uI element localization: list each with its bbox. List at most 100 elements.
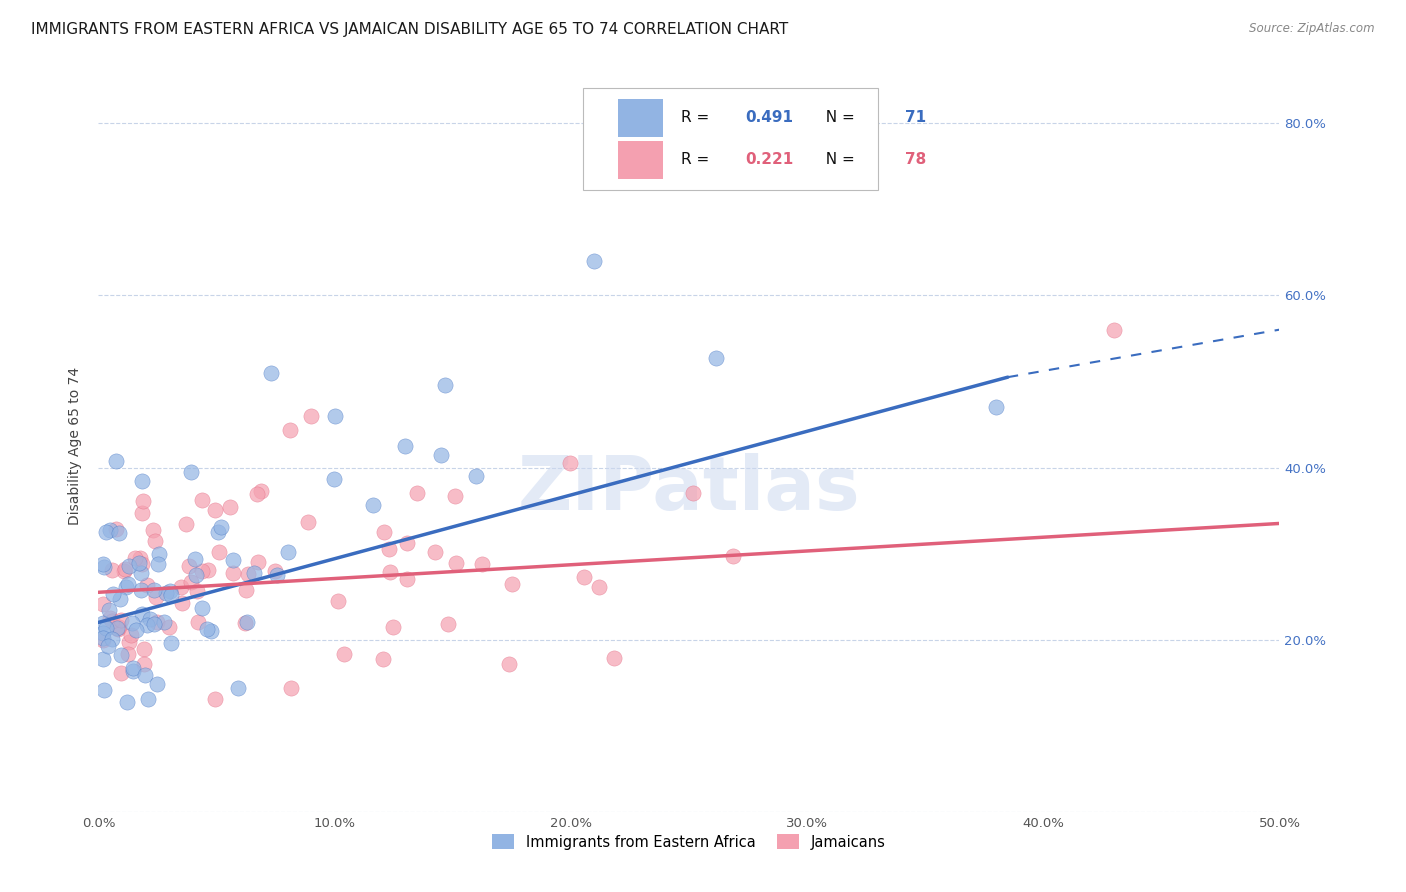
Point xyxy=(682,486,704,500)
Point xyxy=(131,506,153,520)
Point xyxy=(170,596,193,610)
Point xyxy=(143,534,166,549)
Point xyxy=(148,547,170,561)
Point xyxy=(108,591,131,606)
Point xyxy=(131,607,153,621)
Point xyxy=(134,667,156,681)
Point xyxy=(207,525,229,540)
Point xyxy=(180,465,202,479)
Point xyxy=(98,611,121,625)
Point xyxy=(238,567,260,582)
Point xyxy=(226,681,249,695)
Point xyxy=(129,566,152,581)
Point xyxy=(97,639,120,653)
Point xyxy=(91,597,114,611)
Point xyxy=(191,564,214,578)
Point xyxy=(333,647,356,661)
FancyBboxPatch shape xyxy=(619,141,664,178)
Point xyxy=(132,642,155,657)
Point xyxy=(588,580,610,594)
Point xyxy=(100,563,122,577)
Text: IMMIGRANTS FROM EASTERN AFRICA VS JAMAICAN DISABILITY AGE 65 TO 74 CORRELATION C: IMMIGRANTS FROM EASTERN AFRICA VS JAMAIC… xyxy=(31,22,789,37)
Text: N =: N = xyxy=(817,153,860,167)
Point xyxy=(91,557,114,571)
Text: N =: N = xyxy=(817,111,860,126)
Point xyxy=(204,691,226,706)
Point xyxy=(107,622,129,636)
Point xyxy=(136,578,159,592)
Point xyxy=(131,557,153,571)
Point xyxy=(136,617,159,632)
Point xyxy=(105,621,128,635)
Point xyxy=(200,624,222,638)
Point xyxy=(160,635,183,649)
Point xyxy=(406,486,429,500)
Point xyxy=(498,657,520,671)
Point xyxy=(153,615,176,629)
Y-axis label: Disability Age 65 to 74: Disability Age 65 to 74 xyxy=(69,367,83,525)
Point xyxy=(170,580,193,594)
Text: 0.491: 0.491 xyxy=(745,111,793,126)
Point xyxy=(380,565,402,579)
Point xyxy=(197,563,219,577)
Text: 0.221: 0.221 xyxy=(745,153,794,167)
Point xyxy=(108,526,131,541)
Point xyxy=(180,575,202,590)
Point xyxy=(371,652,394,666)
Point xyxy=(124,551,146,566)
Point xyxy=(603,651,626,665)
Point xyxy=(98,603,121,617)
Point xyxy=(222,553,245,567)
Point xyxy=(381,619,404,633)
Point xyxy=(233,615,256,630)
Point xyxy=(1102,323,1125,337)
Point xyxy=(209,519,232,533)
Point xyxy=(159,584,181,599)
Point xyxy=(297,515,319,529)
Point xyxy=(118,634,141,648)
Point xyxy=(246,487,269,501)
Point xyxy=(235,582,257,597)
Point xyxy=(121,616,143,631)
Point xyxy=(122,664,145,678)
Point xyxy=(108,620,131,634)
Point xyxy=(145,591,167,605)
Point xyxy=(155,586,177,600)
Point xyxy=(430,448,453,462)
Point xyxy=(195,622,218,636)
Point xyxy=(132,657,155,671)
Point xyxy=(328,594,350,608)
Point xyxy=(177,559,200,574)
Point xyxy=(444,557,467,571)
Point xyxy=(91,626,114,640)
Point xyxy=(218,500,240,515)
Point xyxy=(299,409,322,423)
Text: Source: ZipAtlas.com: Source: ZipAtlas.com xyxy=(1250,22,1375,36)
Point xyxy=(101,587,124,601)
Point xyxy=(146,558,169,572)
Point xyxy=(465,469,488,483)
Point xyxy=(204,502,226,516)
Point xyxy=(191,601,214,615)
Point xyxy=(145,677,167,691)
Point xyxy=(91,651,114,665)
Point xyxy=(434,378,457,392)
Text: 71: 71 xyxy=(905,111,927,126)
Text: ZIPatlas: ZIPatlas xyxy=(517,453,860,526)
Point xyxy=(91,632,114,646)
Point xyxy=(93,559,115,574)
Point xyxy=(323,472,346,486)
Point xyxy=(323,409,346,423)
Point xyxy=(572,569,595,583)
Point xyxy=(143,616,166,631)
Point xyxy=(280,681,302,695)
Point xyxy=(104,454,127,468)
Point xyxy=(110,648,132,662)
Legend: Immigrants from Eastern Africa, Jamaicans: Immigrants from Eastern Africa, Jamaican… xyxy=(486,829,891,855)
Point xyxy=(361,498,384,512)
Point xyxy=(93,682,115,697)
Point xyxy=(558,456,581,470)
Point xyxy=(184,551,207,566)
Point xyxy=(184,567,207,582)
Point xyxy=(160,588,183,602)
